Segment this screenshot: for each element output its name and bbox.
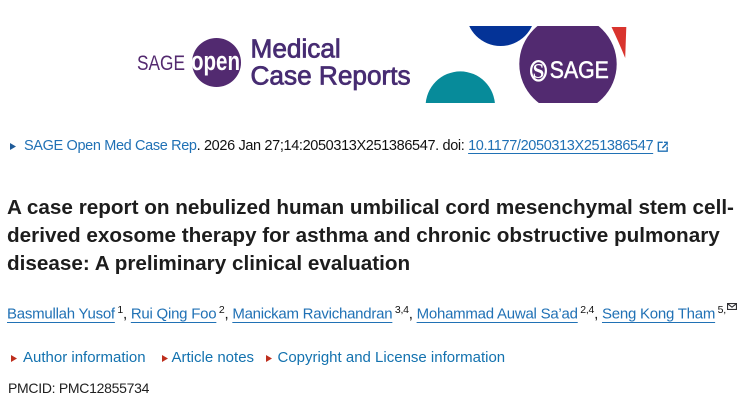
svg-text:S: S [533,59,545,83]
svg-text:SAGE: SAGE [137,51,185,75]
svg-text:Case Reports: Case Reports [251,60,411,90]
svg-text:SAGE: SAGE [550,57,609,84]
svg-text:Medical: Medical [251,33,341,63]
svg-text:open: open [191,46,240,76]
